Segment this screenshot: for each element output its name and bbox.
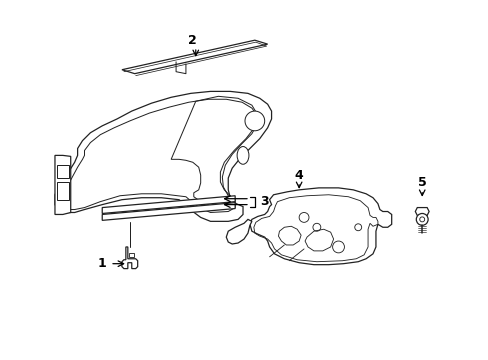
Circle shape [332,241,344,253]
Polygon shape [249,188,391,265]
Circle shape [419,217,424,222]
Text: 1: 1 [98,257,106,270]
Polygon shape [122,247,138,269]
Circle shape [312,223,320,231]
Polygon shape [226,219,251,244]
Circle shape [299,212,308,222]
Polygon shape [122,40,267,74]
Text: 4: 4 [294,168,303,181]
Text: 2: 2 [188,34,197,47]
Text: 3: 3 [259,195,268,208]
Text: 5: 5 [417,176,426,189]
Ellipse shape [237,147,248,164]
Polygon shape [55,91,271,221]
Circle shape [354,224,361,231]
Circle shape [415,213,427,225]
Polygon shape [414,208,428,215]
Polygon shape [102,203,235,220]
Polygon shape [102,196,235,213]
Circle shape [244,111,264,131]
Polygon shape [55,156,71,215]
